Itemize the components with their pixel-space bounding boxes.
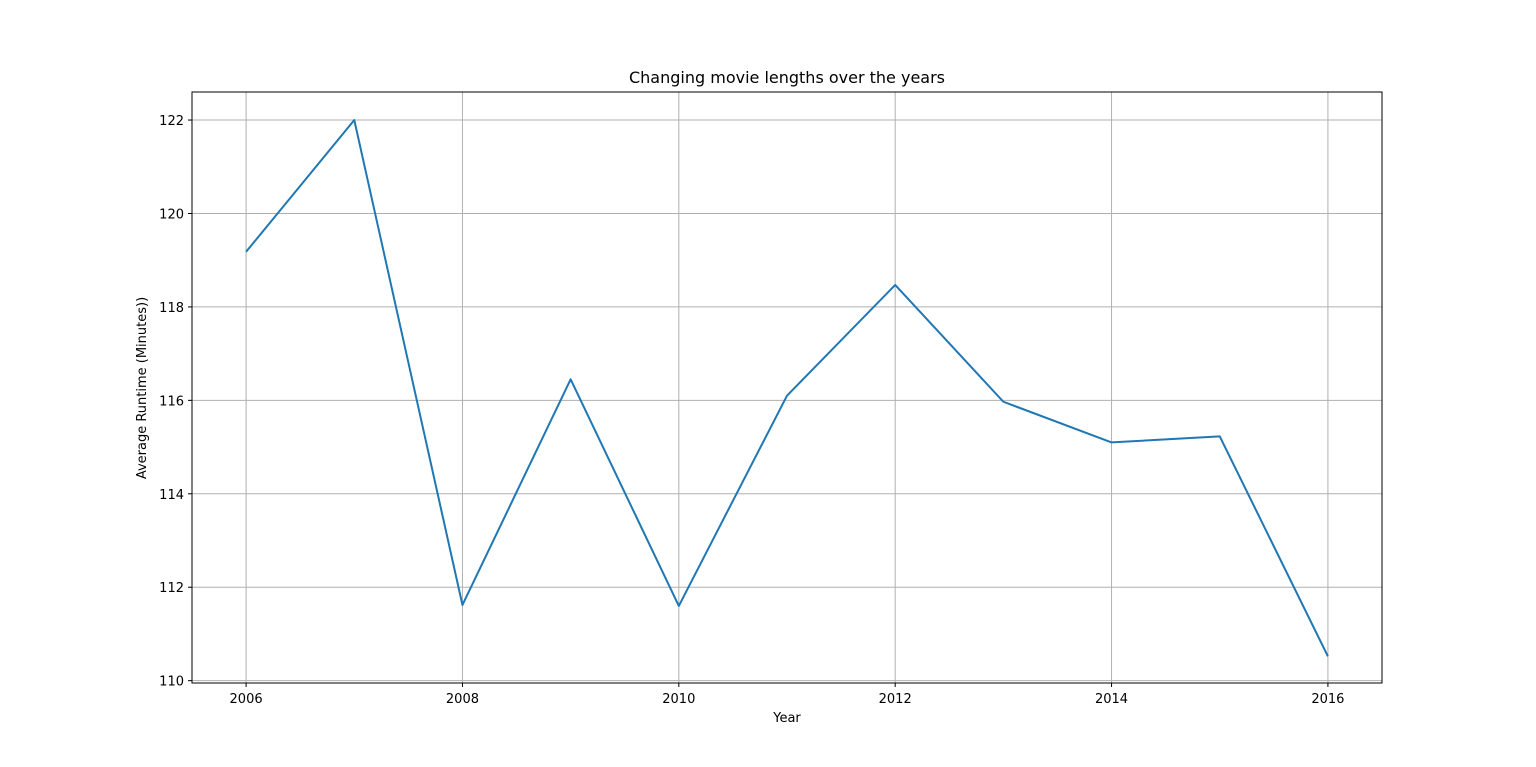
y-tick-label: 116: [159, 394, 184, 409]
series-line: [245, 119, 1329, 657]
x-tick-label: 2008: [446, 692, 479, 707]
y-axis-label: Average Runtime (Minutes)): [135, 297, 150, 479]
y-tick-label: 122: [159, 114, 184, 129]
x-tick-label: 2010: [662, 692, 695, 707]
plot-frame: [191, 91, 1383, 684]
x-tick-label: 2012: [879, 692, 912, 707]
x-axis-label: Year: [772, 711, 801, 726]
series-layer: [245, 119, 1329, 657]
axis-ticks: 2006 2008 2010 2012 2014 2016 110 112 114 116 118 1…: [159, 114, 1344, 707]
x-tick-label: 2006: [230, 692, 263, 707]
x-tick-label: 2016: [1311, 692, 1344, 707]
grid-lines: [192, 92, 1382, 683]
x-tick-label: 2014: [1095, 692, 1128, 707]
y-tick-label: 112: [159, 581, 184, 596]
y-tick-label: 110: [159, 675, 184, 690]
y-tick-label: 114: [159, 488, 184, 503]
chart-title: Changing movie lengths over the years: [629, 68, 945, 87]
y-tick-label: 118: [159, 301, 184, 316]
y-tick-label: 120: [159, 207, 184, 222]
